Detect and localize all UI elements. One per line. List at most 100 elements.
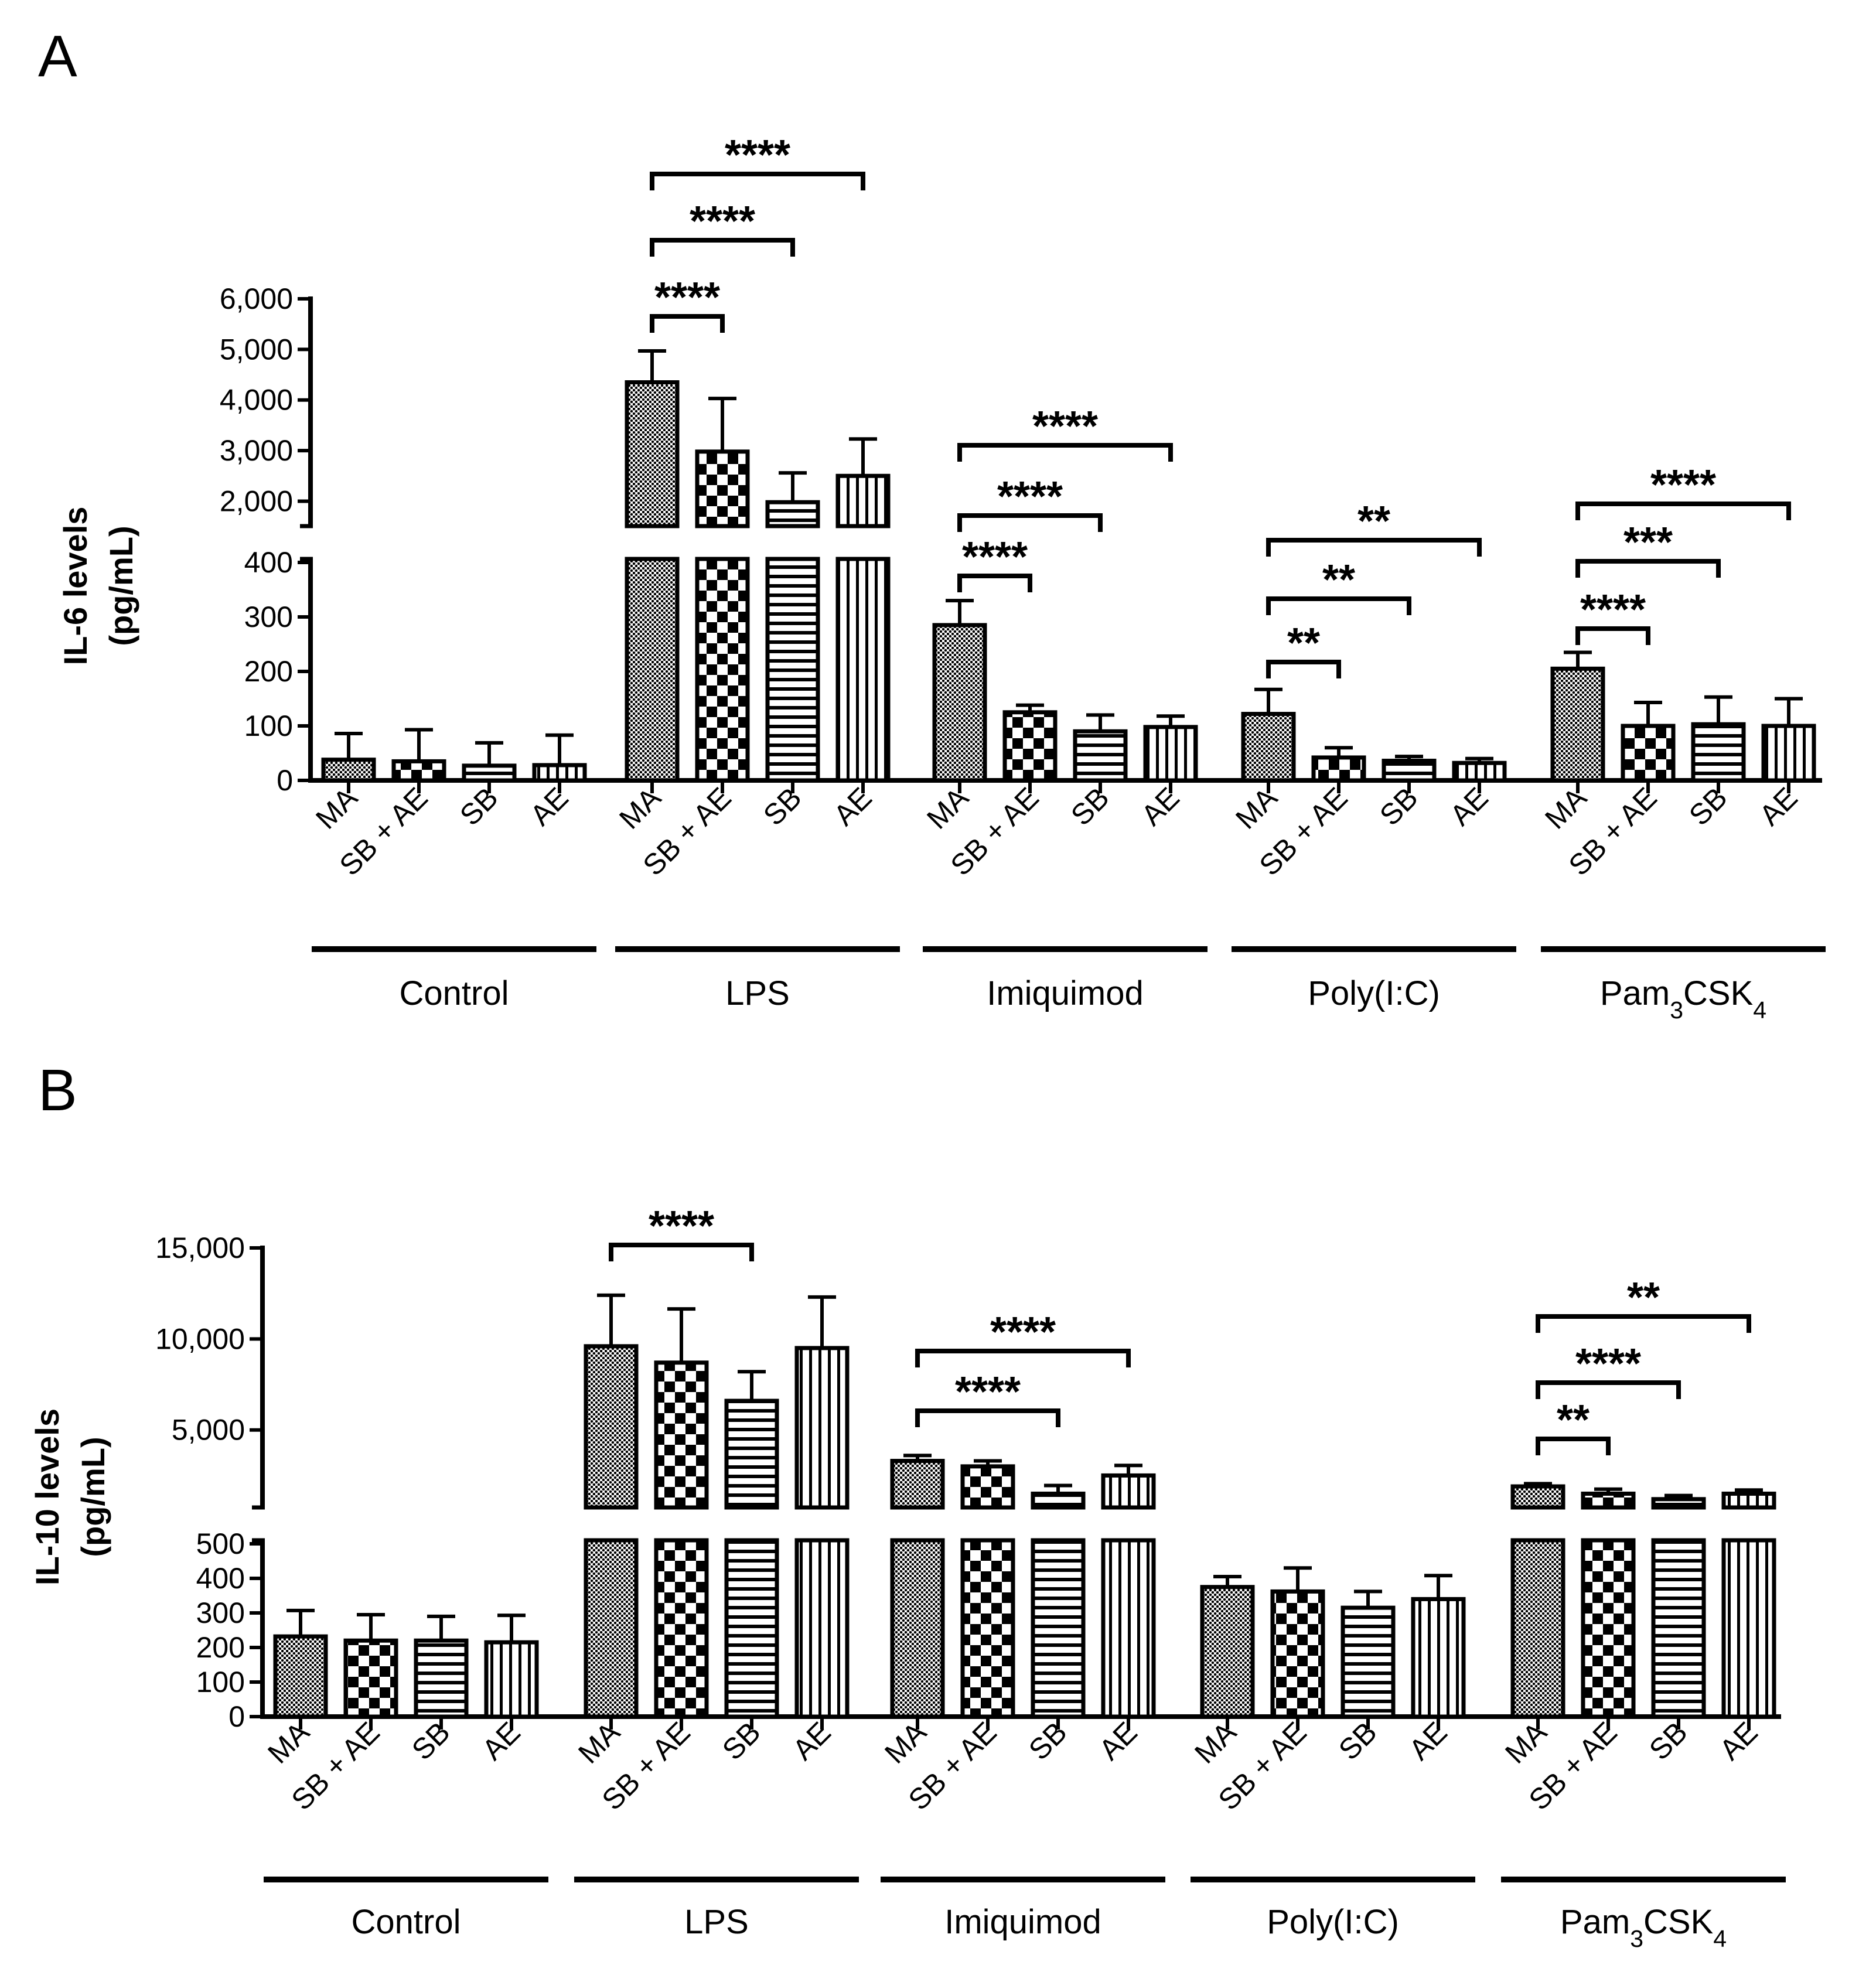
x-tick-label: AE — [1753, 781, 1804, 832]
bar — [532, 763, 587, 783]
bar — [1241, 712, 1296, 783]
x-tick-label: AE — [1093, 1715, 1144, 1766]
bar-lower — [625, 557, 680, 783]
y-axis-label-line1: IL-6 levels — [57, 507, 94, 666]
bar — [1411, 1597, 1466, 1719]
bar-lower — [654, 1538, 709, 1719]
bar-lower — [695, 557, 750, 783]
significance-stars: ** — [1322, 557, 1355, 603]
bar — [391, 759, 446, 783]
bar — [1311, 755, 1366, 783]
bar — [625, 380, 680, 528]
significance-bracket — [1266, 596, 1411, 615]
significance-stars: **** — [1650, 462, 1716, 509]
x-tick-label: MA — [1499, 1715, 1553, 1770]
x-tick-label: MA — [878, 1715, 933, 1770]
significance-bracket — [957, 513, 1103, 532]
significance-stars: ** — [1287, 620, 1320, 667]
x-tick-label: AE — [1713, 1715, 1764, 1766]
x-tick-label: SB — [453, 781, 504, 832]
y-axis-label-line2: (pg/mL) — [74, 1437, 111, 1557]
bar — [1452, 760, 1507, 783]
y-tick-label: 0 — [228, 1700, 245, 1733]
y-axis-label-line1: IL-10 levels — [29, 1408, 66, 1585]
bar — [462, 763, 517, 783]
x-tick-label: AE — [786, 1715, 837, 1766]
bar — [1510, 1484, 1565, 1510]
bar — [724, 1398, 779, 1510]
significance-stars: **** — [962, 534, 1028, 581]
bar — [321, 758, 376, 783]
significance-stars: **** — [690, 198, 755, 245]
group-label-part: Pam — [1560, 1903, 1630, 1941]
bar-lower — [1651, 1538, 1706, 1719]
y-tick-label: 400 — [244, 546, 293, 579]
bar-lower — [794, 1538, 850, 1719]
significance-bracket — [957, 574, 1032, 592]
bar — [414, 1638, 469, 1719]
bar — [794, 1346, 850, 1510]
panel-label-a: A — [38, 23, 77, 89]
significance-stars: **** — [997, 473, 1063, 520]
significance-stars: **** — [725, 132, 790, 179]
group-label-subscript: 4 — [1713, 1925, 1727, 1952]
significance-annotations: ****************************************… — [650, 132, 1791, 678]
significance-stars: **** — [1032, 403, 1098, 450]
significance-annotations: ******************** — [609, 1203, 1751, 1455]
bar-lower — [1721, 1538, 1776, 1719]
bar — [1651, 1497, 1706, 1510]
group-label-part: Pam — [1600, 974, 1670, 1012]
x-tick-label: SB — [405, 1715, 456, 1766]
x-tick-label: AE — [1135, 781, 1186, 832]
y-tick-label: 5,000 — [172, 1414, 245, 1447]
x-tick-label: MA — [613, 781, 667, 835]
significance-bracket — [650, 172, 865, 190]
y-tick-label: 300 — [196, 1597, 245, 1629]
bar-lower — [724, 1538, 779, 1719]
bar — [1691, 722, 1746, 783]
significance-bracket — [650, 314, 725, 333]
x-tick-label: MA — [261, 1715, 316, 1770]
y-tick-label: 4,000 — [220, 384, 293, 417]
y-axis-label-line2: (pg/mL) — [103, 526, 139, 646]
group-label: LPS — [684, 1903, 749, 1941]
x-tick-label: SB — [1022, 1715, 1073, 1766]
bar — [1101, 1473, 1156, 1510]
significance-bracket — [609, 1243, 754, 1261]
significance-bracket — [1536, 1314, 1751, 1333]
y-tick-label: 0 — [277, 764, 293, 797]
y-tick-label: 200 — [244, 655, 293, 688]
group-label: Poly(I:C) — [1308, 974, 1440, 1012]
group-label: Pam3CSK4 — [1600, 974, 1766, 1024]
significance-bracket — [1266, 538, 1482, 557]
group-label-part: CSK — [1683, 974, 1754, 1012]
y-tick-label: 6,000 — [220, 282, 293, 315]
bar-lower — [1031, 1538, 1086, 1719]
panel-label-b: B — [38, 1058, 77, 1123]
y-tick-label: 500 — [196, 1527, 245, 1560]
bar — [1382, 759, 1437, 783]
y-tick-label: 400 — [196, 1562, 245, 1595]
significance-stars: **** — [1575, 1340, 1641, 1387]
significance-stars: **** — [1580, 586, 1646, 633]
bar — [932, 623, 987, 783]
y-tick-label: 5,000 — [220, 333, 293, 366]
bar — [1200, 1585, 1255, 1719]
bar — [1721, 1491, 1776, 1510]
y-tick-label: 10,000 — [155, 1322, 245, 1355]
bar-lower — [584, 1538, 639, 1719]
bar-lower — [835, 557, 891, 783]
y-tick-label: 300 — [244, 601, 293, 633]
bar — [1550, 666, 1605, 783]
group-label: LPS — [725, 974, 790, 1012]
bar — [695, 449, 750, 528]
x-tick-label: AE — [827, 781, 878, 832]
x-tick-label: SB — [1373, 781, 1424, 832]
bar — [1341, 1605, 1396, 1719]
